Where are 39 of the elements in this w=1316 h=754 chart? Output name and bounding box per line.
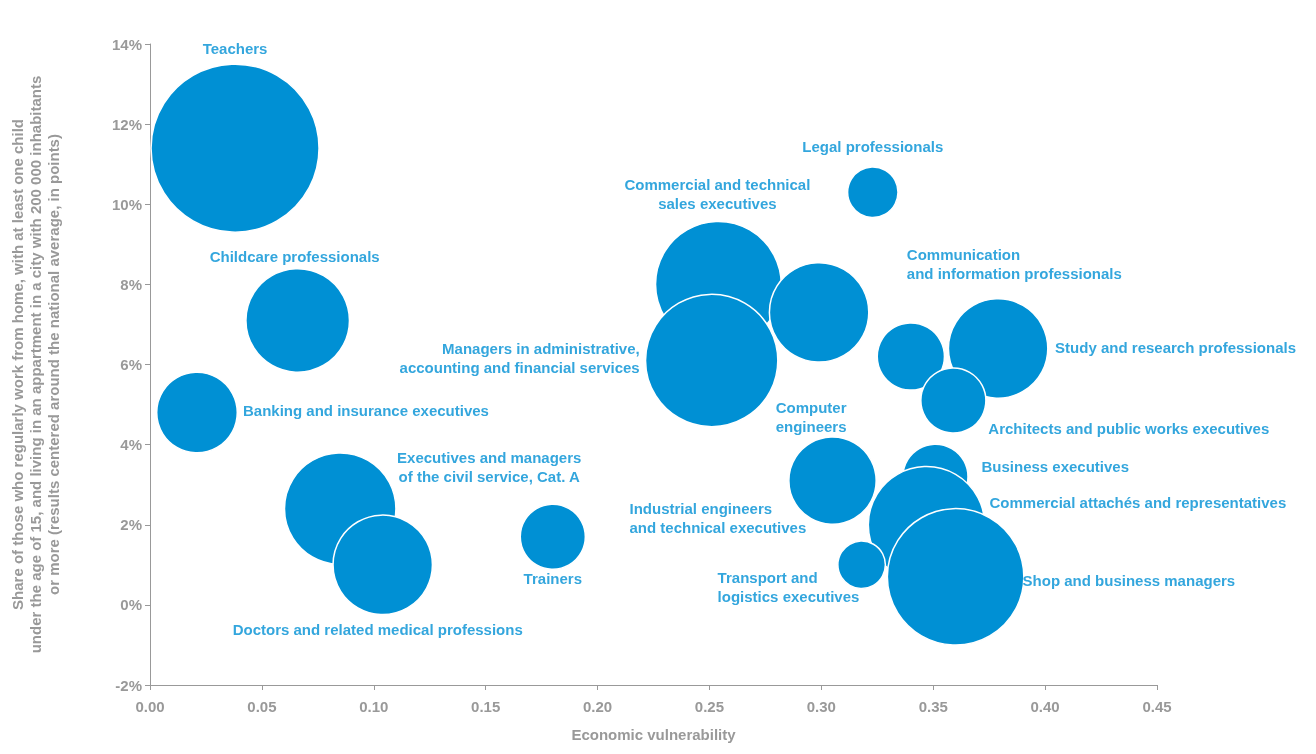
y-tick-label: 6% (120, 356, 142, 373)
annotation: Shop and business managers (1022, 572, 1236, 590)
y-axis-title: Share of those who regularly work from home, with at least one child under the age of 15, and living in an appartment in a city with 200 000 inhabitants or more (results centered around the national average, in points) (8, 75, 62, 654)
annotation: Transport and logistics executives (717, 568, 860, 605)
annotation: Banking and insurance executives (242, 402, 489, 420)
x-tick-label: 0.30 (806, 698, 836, 715)
y-tick-label: 4% (120, 436, 142, 454)
annotation: Architects and public works executives (988, 420, 1270, 438)
annotation: Executives and managers of the civil service, Cat. A (397, 448, 582, 485)
y-tick-label: 2% (120, 516, 142, 534)
annotation: Business executives (981, 458, 1130, 476)
annotation: Legal professionals (802, 137, 944, 155)
y-tick-label: -2% (115, 676, 142, 694)
annotation: Managers in administrative, accounting and financial services (399, 340, 640, 377)
x-axis-title: Economic vulnerability (571, 726, 737, 743)
annotation: Commercial attachés and representatives (989, 494, 1287, 512)
x-tick-label: 0.05 (247, 698, 277, 715)
annotation: Doctors and related medical professions (232, 621, 523, 639)
annotation: Communication and information professionals (906, 246, 1122, 283)
x-tick-label: 0.10 (359, 698, 389, 715)
y-tick-label: 8% (120, 275, 142, 293)
annotation: Industrial engineers and technical executives (629, 499, 807, 536)
x-tick-label: 0.40 (1030, 698, 1060, 715)
annotation: Study and research professionals (1055, 338, 1297, 356)
x-tick-label: 0.35 (918, 698, 948, 715)
x-tick-label: 0.25 (694, 698, 725, 715)
annotation: Trainers (523, 570, 582, 588)
y-tick-label: 12% (111, 115, 142, 133)
x-tick-label: 0.20 (582, 698, 613, 715)
y-tick-label: 0% (120, 596, 142, 614)
x-tick-label: 0.15 (471, 698, 501, 715)
y-tick-label: 14% (111, 35, 142, 53)
annotation: Commercial and technical sales executives (624, 176, 811, 213)
y-tick-label: 10% (111, 195, 142, 213)
annotation: Teachers (202, 39, 268, 57)
annotation: Childcare professionals (209, 247, 380, 265)
x-tick-label: 0.45 (1142, 698, 1172, 715)
annotation: Computer engineers (775, 399, 847, 436)
x-tick-label: 0.00 (135, 698, 165, 715)
